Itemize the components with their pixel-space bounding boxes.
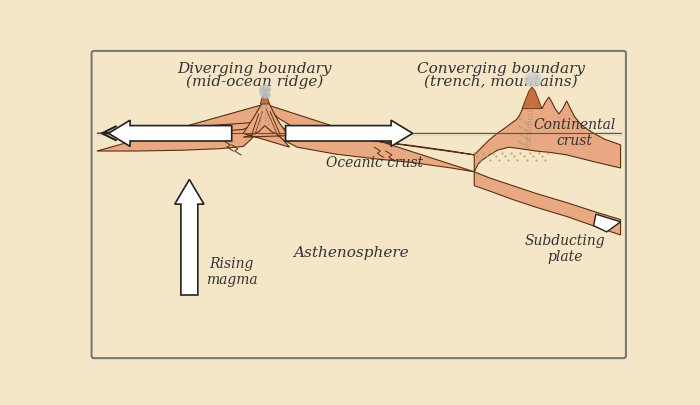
Polygon shape	[475, 89, 621, 172]
Polygon shape	[475, 172, 621, 235]
Polygon shape	[97, 104, 265, 151]
Text: Rising
magma: Rising magma	[206, 257, 258, 287]
Text: Diverging boundary: Diverging boundary	[178, 62, 332, 77]
Text: Asthenosphere: Asthenosphere	[293, 246, 409, 260]
Polygon shape	[594, 214, 621, 232]
Polygon shape	[522, 87, 542, 109]
Polygon shape	[175, 179, 204, 295]
Text: Converging boundary: Converging boundary	[417, 62, 585, 77]
Polygon shape	[108, 120, 232, 146]
Polygon shape	[286, 120, 413, 146]
Polygon shape	[244, 99, 290, 147]
Text: Subducting
plate: Subducting plate	[525, 234, 606, 264]
Polygon shape	[260, 93, 270, 104]
Polygon shape	[265, 104, 475, 172]
Text: (mid-ocean ridge): (mid-ocean ridge)	[186, 75, 323, 89]
Text: Oceanic crust: Oceanic crust	[326, 156, 423, 170]
FancyBboxPatch shape	[92, 51, 626, 358]
Text: Continental
crust: Continental crust	[533, 118, 615, 148]
Text: (trench, mountains): (trench, mountains)	[424, 75, 578, 89]
